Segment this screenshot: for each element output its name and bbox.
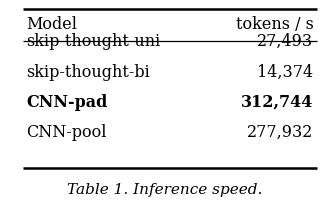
Text: skip-thought-bi: skip-thought-bi (26, 63, 150, 81)
Text: CNN-pad: CNN-pad (26, 94, 108, 111)
Text: 14,374: 14,374 (257, 63, 314, 81)
Text: Table 1. Inference speed.: Table 1. Inference speed. (67, 183, 263, 197)
Text: Model: Model (26, 17, 78, 33)
Text: 277,932: 277,932 (247, 124, 314, 141)
Text: skip-thought-uni: skip-thought-uni (26, 33, 161, 50)
Text: CNN-pool: CNN-pool (26, 124, 107, 141)
Text: 27,493: 27,493 (257, 33, 314, 50)
Text: 312,744: 312,744 (241, 94, 314, 111)
Text: tokens / s: tokens / s (236, 17, 314, 33)
